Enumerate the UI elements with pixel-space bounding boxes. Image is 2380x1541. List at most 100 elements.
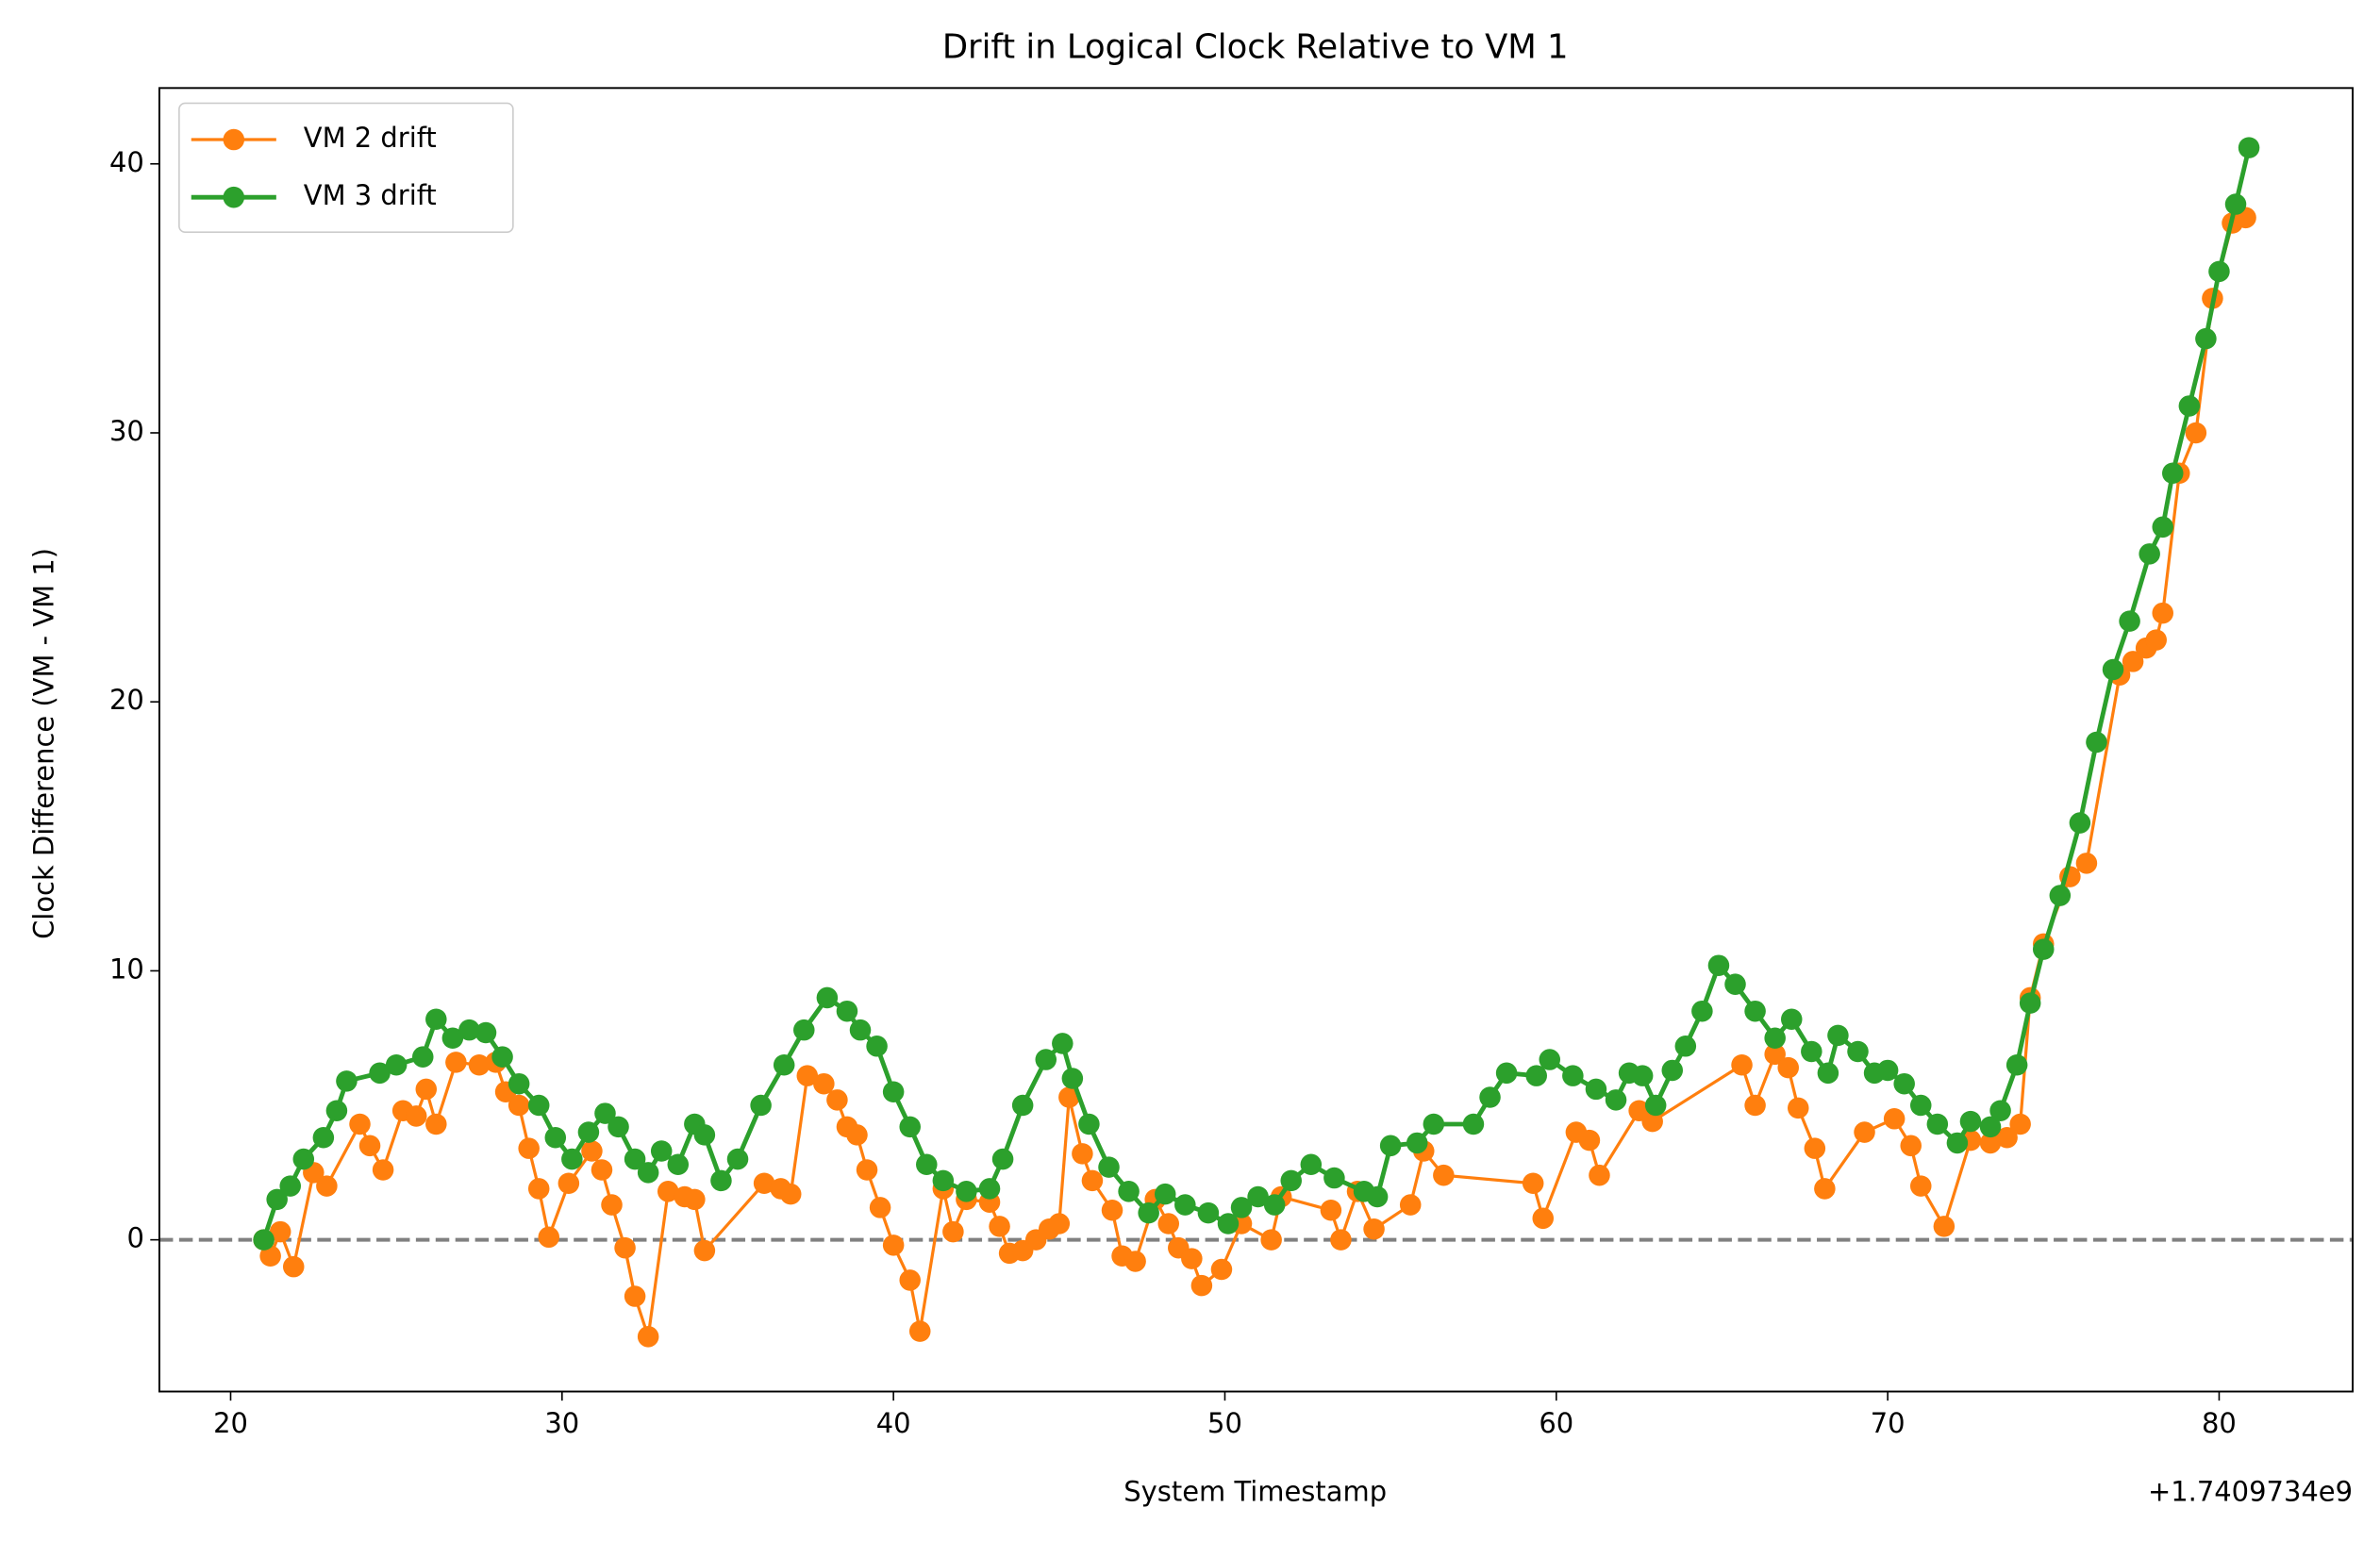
data-point — [1933, 1216, 1956, 1237]
data-point — [1578, 1129, 1601, 1152]
data-point — [538, 1226, 560, 1249]
data-point — [750, 1094, 772, 1117]
data-point — [445, 1052, 467, 1073]
x-tick-label: 20 — [213, 1407, 248, 1439]
data-point — [1996, 1126, 2018, 1149]
data-point — [710, 1169, 732, 1192]
data-point — [425, 1008, 447, 1031]
data-point — [899, 1269, 921, 1291]
data-point — [637, 1162, 659, 1184]
legend: VM 2 drift VM 3 drift — [178, 102, 514, 233]
data-point — [650, 1140, 673, 1162]
data-point — [349, 1113, 371, 1135]
data-point — [2238, 137, 2260, 158]
data-point — [2145, 629, 2167, 651]
data-point — [1847, 1040, 1869, 1063]
legend-label: VM 3 drift — [304, 179, 437, 211]
data-point — [637, 1326, 659, 1348]
y-tick-label: 10 — [109, 953, 144, 985]
data-point — [1691, 1000, 1713, 1022]
data-point — [415, 1078, 438, 1101]
data-point — [1217, 1213, 1240, 1234]
data-point — [2009, 1113, 2031, 1135]
data-point — [956, 1181, 977, 1202]
data-point — [1674, 1036, 1697, 1057]
data-point — [849, 1019, 872, 1041]
data-point — [594, 1102, 616, 1124]
x-axis-label: System Timestamp — [1123, 1475, 1387, 1507]
data-point — [1744, 1094, 1766, 1117]
data-point — [2162, 462, 2184, 485]
data-point — [2069, 812, 2091, 834]
data-point — [1644, 1094, 1667, 1117]
data-point — [527, 1178, 550, 1200]
data-point — [1263, 1194, 1286, 1216]
data-point — [2152, 516, 2173, 539]
data-point — [558, 1172, 580, 1195]
data-point — [1260, 1229, 1282, 1251]
data-point — [614, 1236, 636, 1259]
data-point — [405, 1105, 427, 1127]
data-point — [2049, 885, 2072, 906]
data-point — [1764, 1027, 1786, 1049]
data-point — [1081, 1169, 1104, 1192]
data-point — [1631, 1065, 1654, 1086]
data-point — [978, 1178, 1001, 1200]
data-point — [1061, 1068, 1084, 1089]
data-point — [1909, 1094, 1932, 1117]
data-point — [1058, 1086, 1080, 1108]
data-point — [2152, 602, 2173, 624]
data-point — [561, 1148, 583, 1170]
data-point — [624, 1148, 646, 1170]
data-point — [425, 1113, 447, 1135]
data-point — [836, 1000, 858, 1022]
y-tick-label: 0 — [126, 1222, 143, 1254]
data-point — [1946, 1132, 1969, 1154]
data-point — [1959, 1110, 1982, 1133]
legend-box — [178, 102, 514, 233]
data-point — [1124, 1251, 1146, 1272]
data-point — [279, 1175, 301, 1197]
data-point — [1154, 1183, 1176, 1205]
data-point — [932, 1169, 955, 1192]
data-point — [2032, 938, 2055, 960]
data-point — [657, 1181, 679, 1202]
data-point — [1280, 1169, 1302, 1192]
data-point — [942, 1220, 964, 1243]
data-point — [312, 1126, 335, 1149]
x-tick-label: 40 — [876, 1407, 911, 1439]
data-point — [2075, 853, 2098, 874]
data-point — [1230, 1197, 1253, 1218]
data-point — [1098, 1156, 1120, 1178]
data-point — [325, 1100, 348, 1121]
data-point — [991, 1148, 1014, 1170]
x-tick-label: 30 — [544, 1407, 579, 1439]
data-point — [1804, 1137, 1826, 1159]
data-point — [591, 1159, 613, 1181]
data-point — [793, 1019, 815, 1041]
data-point — [458, 1019, 480, 1041]
data-point — [1893, 1072, 1915, 1095]
data-point — [581, 1140, 603, 1162]
data-point — [1883, 1108, 1906, 1130]
data-point — [1433, 1164, 1455, 1186]
data-point — [779, 1183, 802, 1205]
x-tick-label: 80 — [2202, 1407, 2237, 1439]
data-point — [253, 1229, 275, 1251]
data-point — [989, 1216, 1010, 1237]
data-point — [813, 1072, 835, 1095]
data-point — [1979, 1132, 2002, 1154]
data-point — [856, 1159, 878, 1181]
data-point — [1539, 1049, 1561, 1070]
data-point — [796, 1065, 819, 1086]
legend-label: VM 2 drift — [304, 122, 437, 154]
data-point — [1724, 973, 1746, 995]
data-point — [1157, 1213, 1180, 1234]
data-point — [1011, 1094, 1034, 1117]
data-point — [1048, 1213, 1071, 1234]
data-point — [1101, 1200, 1123, 1221]
data-point — [1363, 1218, 1385, 1240]
data-point — [491, 1046, 513, 1068]
